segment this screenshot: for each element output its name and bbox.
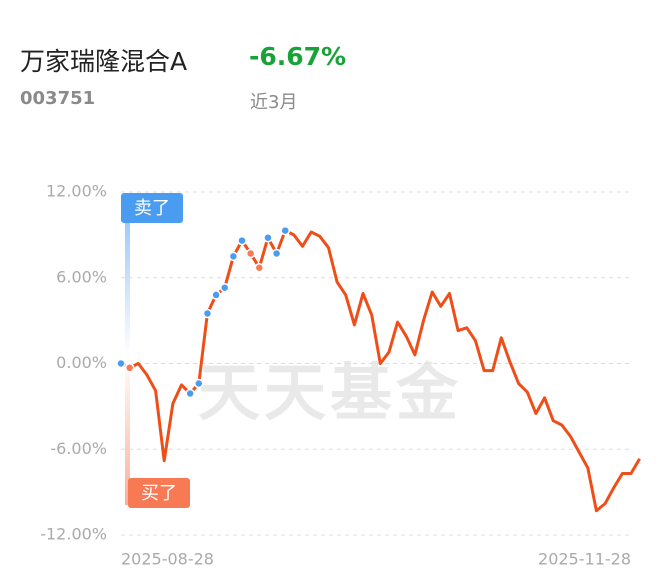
y-tick-label: -12.00% — [40, 525, 107, 544]
trade-point — [194, 378, 204, 389]
y-tick-label: 6.00% — [56, 267, 107, 286]
period: 近3月 — [250, 92, 298, 113]
header: 万家瑞隆混合A -6.67% 003751 近3月 — [0, 0, 660, 130]
trade-point — [245, 248, 256, 259]
trade-point — [116, 358, 126, 369]
sell-label: 卖了 — [134, 198, 170, 219]
trade-point — [124, 363, 135, 373]
x-tick-label: 2025-08-28 — [121, 550, 214, 569]
trade-point — [271, 248, 282, 259]
return: -6.67% — [249, 42, 347, 71]
y-tick-label: 12.00% — [46, 182, 107, 201]
watermark: 天天基金 — [198, 356, 462, 429]
trade-point — [254, 262, 265, 273]
x-tick-label: 2025-11-28 — [538, 550, 631, 569]
sell-tag — [121, 193, 183, 223]
y-tick-label: 0.00% — [56, 353, 107, 372]
fund-code: 003751 — [20, 88, 96, 109]
trade-point — [219, 283, 230, 293]
trade-point — [228, 251, 239, 262]
trade-point — [211, 290, 221, 300]
trade-point — [237, 235, 247, 246]
range-bar — [125, 205, 130, 505]
fund-name: 万家瑞隆混合A — [20, 47, 188, 76]
trade-point — [263, 232, 273, 243]
y-tick-label: -6.00% — [50, 439, 107, 458]
trade-point — [202, 308, 213, 319]
buy-tag — [128, 478, 190, 508]
trade-point — [185, 388, 195, 399]
trade-point — [280, 225, 290, 236]
buy-label: 买了 — [141, 483, 177, 504]
